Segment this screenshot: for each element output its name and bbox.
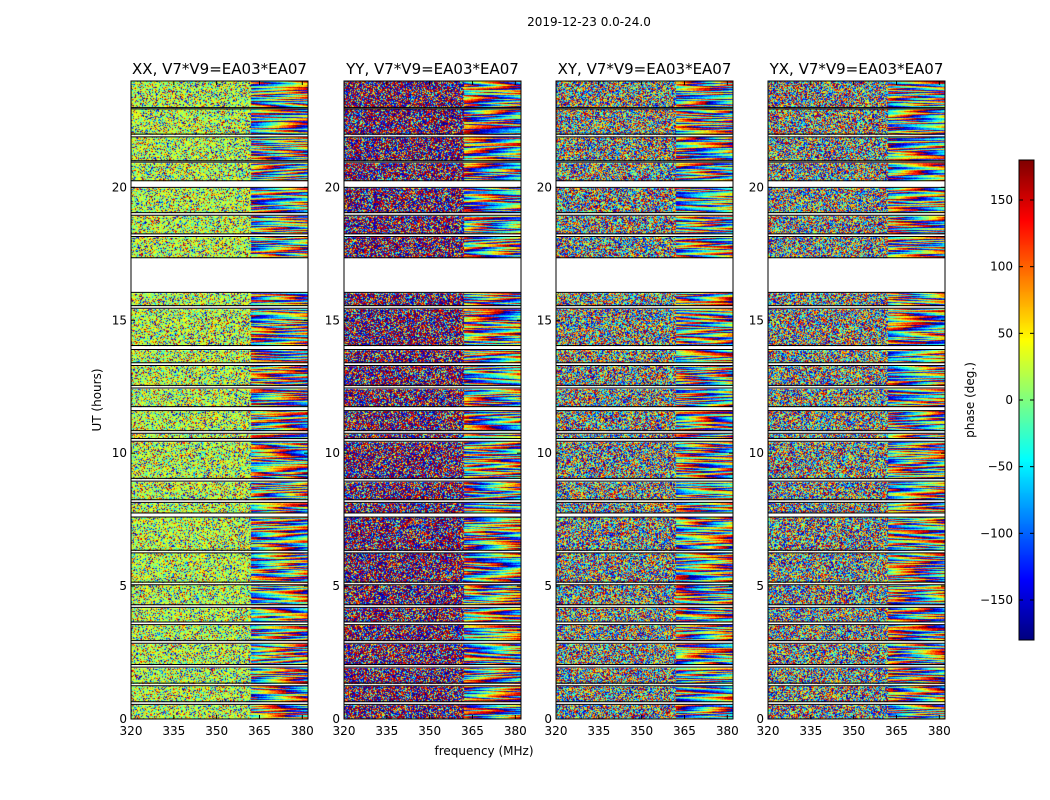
y-tick-label: 0 — [544, 712, 552, 726]
y-tick-label: 20 — [749, 180, 764, 194]
y-tick-label: 0 — [119, 712, 127, 726]
heatmap-raster — [556, 81, 733, 719]
figure-suptitle: 2019-12-23 0.0-24.0 — [527, 15, 651, 29]
panel-2: YY, V7*V9=EA03*EA07 320 335 350 365 380 0 5 10 15… — [325, 60, 534, 758]
panel-title: XX, V7*V9=EA03*EA07 — [132, 60, 307, 78]
y-tick-label: 10 — [112, 446, 127, 460]
y-tick-label: 20 — [537, 180, 552, 194]
x-tick-label: 350 — [842, 724, 865, 738]
x-tick-label: 320 — [545, 724, 568, 738]
colorbar-tick-label: 150 — [990, 193, 1013, 207]
panel-title: XY, V7*V9=EA03*EA07 — [558, 60, 732, 78]
panel-frame — [555, 80, 734, 720]
colorbar-tick-label: −50 — [988, 460, 1013, 474]
heatmap-raster — [344, 81, 521, 719]
x-tick-label: 320 — [333, 724, 356, 738]
y-tick-label: 15 — [112, 313, 127, 327]
x-tick-label: 365 — [673, 724, 696, 738]
panels-group: XX, V7*V9=EA03*EA07 320 335 350 365 380 0 5 10 15… — [90, 60, 951, 758]
x-tick-label: 335 — [162, 724, 185, 738]
y-tick-label: 15 — [325, 313, 340, 327]
x-axis-label: frequency (MHz) — [434, 744, 533, 758]
y-tick-label: 0 — [332, 712, 340, 726]
heatmap-raster — [768, 81, 945, 719]
panel-frame — [130, 80, 309, 720]
colorbar-tick-label: −100 — [980, 526, 1013, 540]
colorbar: 150 100 50 0 −50 −100 −150 phase (deg.) — [963, 159, 1035, 641]
x-tick-label: 320 — [757, 724, 780, 738]
y-tick-label: 5 — [756, 579, 764, 593]
heatmap-raster — [131, 81, 308, 719]
y-tick-label: 10 — [537, 446, 552, 460]
x-tick-label: 365 — [461, 724, 484, 738]
x-tick-label: 380 — [716, 724, 739, 738]
x-tick-label: 350 — [205, 724, 228, 738]
panel-title: YX, V7*V9=EA03*EA07 — [769, 60, 944, 78]
y-tick-label: 5 — [119, 579, 127, 593]
x-tick-label: 350 — [630, 724, 653, 738]
x-tick-label: 335 — [375, 724, 398, 738]
y-tick-label: 5 — [544, 579, 552, 593]
y-axis-label: UT (hours) — [90, 368, 104, 431]
panel-3: XY, V7*V9=EA03*EA07 320 335 350 365 380 0 5 10 15… — [537, 60, 739, 738]
x-tick-label: 335 — [799, 724, 822, 738]
y-tick-label: 5 — [332, 579, 340, 593]
y-tick-label: 20 — [112, 180, 127, 194]
x-tick-label: 365 — [248, 724, 271, 738]
x-tick-label: 350 — [418, 724, 441, 738]
y-tick-label: 0 — [756, 712, 764, 726]
x-tick-label: 320 — [120, 724, 143, 738]
colorbar-tick-label: −150 — [980, 593, 1013, 607]
x-tick-label: 380 — [928, 724, 951, 738]
x-tick-label: 335 — [587, 724, 610, 738]
y-tick-label: 15 — [537, 313, 552, 327]
panel-title: YY, V7*V9=EA03*EA07 — [345, 60, 519, 78]
x-tick-label: 380 — [504, 724, 527, 738]
colorbar-tick-label: 50 — [998, 326, 1013, 340]
panel-frame — [767, 80, 946, 720]
y-tick-label: 20 — [325, 180, 340, 194]
y-tick-label: 10 — [325, 446, 340, 460]
y-tick-label: 15 — [749, 313, 764, 327]
colorbar-gradient — [1019, 160, 1034, 640]
panel-1: XX, V7*V9=EA03*EA07 320 335 350 365 380 0 5 10 15… — [90, 60, 314, 738]
x-tick-label: 380 — [291, 724, 314, 738]
colorbar-tick-label: 0 — [1005, 393, 1013, 407]
y-tick-label: 10 — [749, 446, 764, 460]
panel-frame — [343, 80, 522, 720]
colorbar-tick-label: 100 — [990, 260, 1013, 274]
panel-4: YX, V7*V9=EA03*EA07 320 335 350 365 380 0 5 10 15… — [749, 60, 951, 738]
x-tick-label: 365 — [885, 724, 908, 738]
colorbar-label: phase (deg.) — [963, 362, 977, 438]
